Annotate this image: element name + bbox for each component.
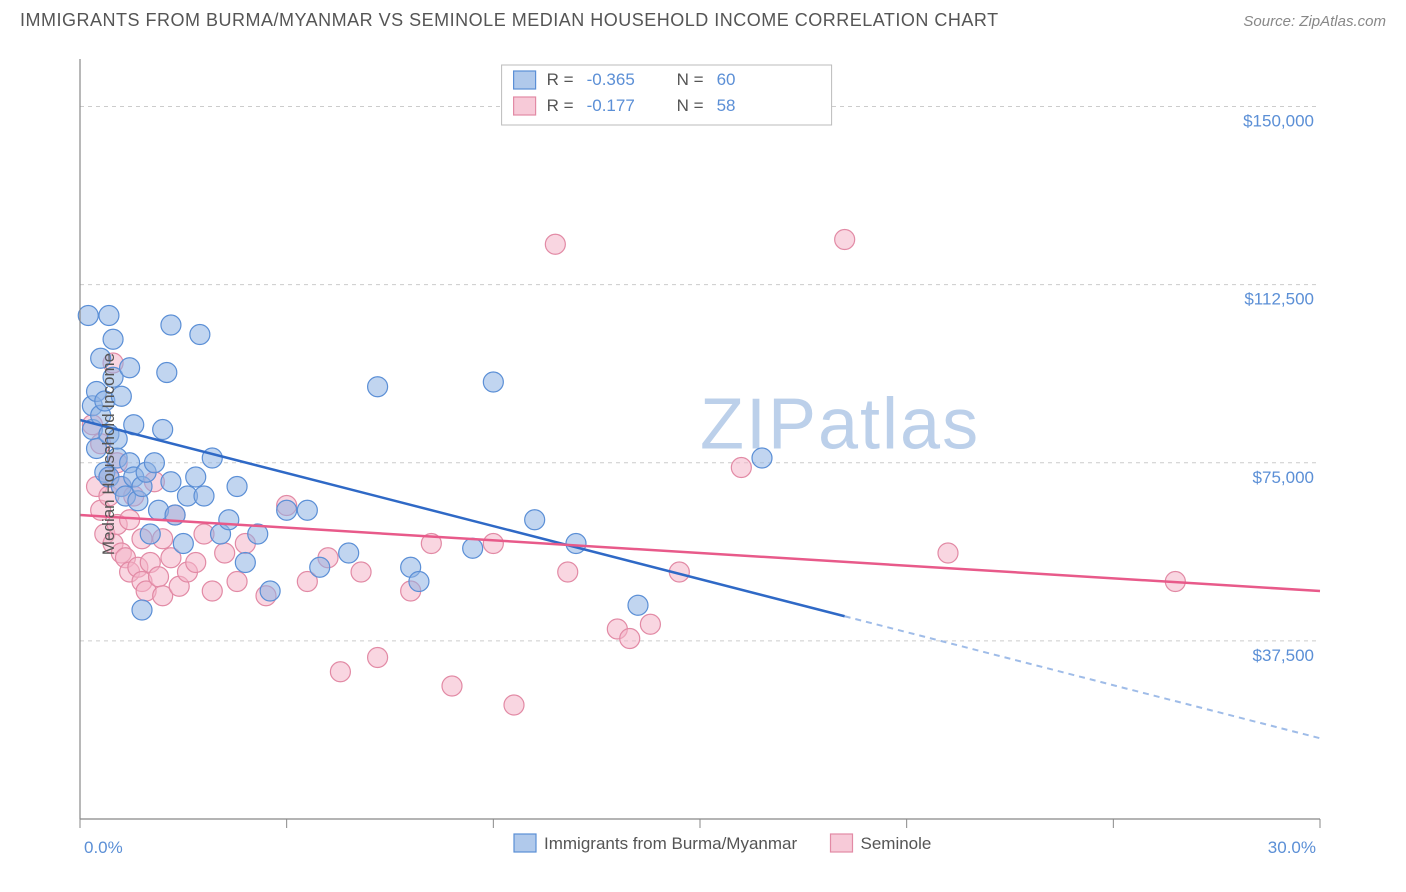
legend-series-label: Seminole — [861, 834, 932, 853]
data-point — [161, 472, 181, 492]
data-point — [463, 538, 483, 558]
legend-swatch — [514, 834, 536, 852]
y-tick-label: $150,000 — [1243, 112, 1314, 131]
data-point — [144, 453, 164, 473]
source-attribution: Source: ZipAtlas.com — [1243, 13, 1386, 30]
data-point — [190, 325, 210, 345]
data-point — [78, 306, 98, 326]
legend-r-value: -0.365 — [587, 70, 635, 89]
y-tick-label: $37,500 — [1253, 646, 1314, 665]
y-axis-label: Median Household Income — [99, 353, 119, 555]
data-point — [194, 486, 214, 506]
data-point — [260, 581, 280, 601]
legend-n-value: 60 — [717, 70, 736, 89]
data-point — [157, 363, 177, 383]
data-point — [215, 543, 235, 563]
data-point — [161, 315, 181, 335]
data-point — [620, 629, 640, 649]
y-tick-label: $75,000 — [1253, 468, 1314, 487]
data-point — [640, 614, 660, 634]
data-point — [186, 553, 206, 573]
data-point — [153, 420, 173, 440]
data-point — [202, 581, 222, 601]
y-tick-label: $112,500 — [1244, 290, 1314, 309]
chart-header: IMMIGRANTS FROM BURMA/MYANMAR VS SEMINOL… — [20, 10, 1386, 31]
legend-n-label: N = — [677, 96, 704, 115]
legend-swatch — [514, 71, 536, 89]
legend-r-label: R = — [547, 70, 574, 89]
data-point — [330, 662, 350, 682]
data-point — [140, 524, 160, 544]
data-point — [504, 695, 524, 715]
data-point — [99, 306, 119, 326]
data-point — [227, 477, 247, 497]
legend-r-label: R = — [547, 96, 574, 115]
data-point — [149, 567, 169, 587]
data-point — [103, 329, 123, 349]
data-point — [731, 458, 751, 478]
legend-n-label: N = — [677, 70, 704, 89]
data-point — [120, 510, 140, 530]
legend-n-value: 58 — [717, 96, 736, 115]
data-point — [525, 510, 545, 530]
data-point — [442, 676, 462, 696]
data-point — [483, 372, 503, 392]
x-tick-label: 30.0% — [1268, 838, 1316, 857]
legend-series-label: Immigrants from Burma/Myanmar — [544, 834, 797, 853]
x-tick-label: 0.0% — [84, 838, 123, 857]
data-point — [235, 553, 255, 573]
data-point — [227, 572, 247, 592]
regression-line-blue-extrapolated — [845, 616, 1320, 738]
data-point — [297, 500, 317, 520]
chart-title: IMMIGRANTS FROM BURMA/MYANMAR VS SEMINOL… — [20, 10, 999, 31]
data-point — [351, 562, 371, 582]
legend-swatch — [514, 97, 536, 115]
data-point — [409, 572, 429, 592]
data-point — [173, 534, 193, 554]
watermark: ZIPatlas — [700, 385, 980, 465]
legend-swatch — [831, 834, 853, 852]
data-point — [120, 358, 140, 378]
data-point — [835, 230, 855, 250]
data-point — [628, 595, 648, 615]
correlation-chart: Median Household Income ZIPatlas 0.0% 30.0… — [20, 39, 1386, 869]
data-point — [483, 534, 503, 554]
data-point — [219, 510, 239, 530]
data-point — [368, 377, 388, 397]
data-point — [938, 543, 958, 563]
data-point — [558, 562, 578, 582]
data-point — [752, 448, 772, 468]
data-point — [310, 557, 330, 577]
data-point — [566, 534, 586, 554]
data-point — [368, 648, 388, 668]
data-point — [339, 543, 359, 563]
data-point — [277, 500, 297, 520]
data-point — [545, 234, 565, 254]
data-point — [132, 600, 152, 620]
data-point — [186, 467, 206, 487]
legend-r-value: -0.177 — [587, 96, 635, 115]
